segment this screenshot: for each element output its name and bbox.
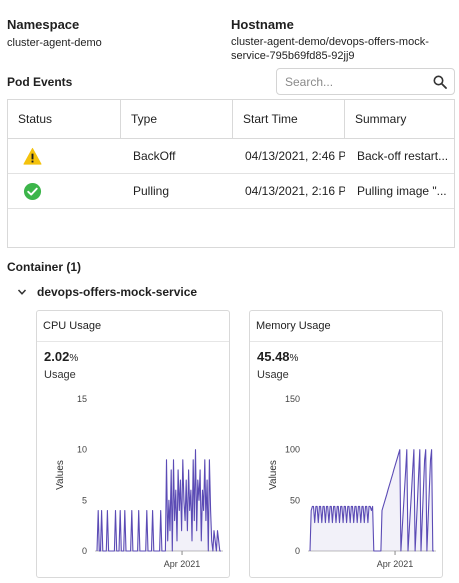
- event-type: Pulling: [133, 184, 170, 198]
- table-row[interactable]: Pulling 04/13/2021, 2:16 P Pulling image…: [8, 174, 454, 209]
- card-title: Memory Usage: [250, 311, 442, 342]
- container-section-title: Container (1): [7, 260, 82, 274]
- check-circle-icon: [23, 182, 42, 201]
- y-axis-label: Values: [268, 460, 279, 490]
- x-tick-label: Apr 2021: [377, 559, 414, 569]
- memory-usage-chart: Values 0 50 100 150 Apr 2021: [268, 394, 436, 569]
- y-axis-label: Values: [55, 460, 66, 490]
- y-tick-label: 0: [295, 546, 300, 556]
- table-row[interactable]: BackOff 04/13/2021, 2:46 P Back-off rest…: [8, 139, 454, 174]
- metric-label: Usage: [44, 369, 76, 381]
- y-tick-label: 15: [77, 394, 87, 404]
- cpu-usage-card: CPU Usage 2.02% Usage Values 0 5 10 15 Apr 20…: [36, 310, 230, 578]
- column-header-summary[interactable]: Summary: [344, 100, 454, 139]
- column-header-start-time[interactable]: Start Time: [232, 100, 344, 139]
- y-tick-label: 50: [290, 495, 300, 505]
- series-line: [96, 449, 221, 552]
- event-summary: Back-off restart...: [357, 149, 449, 163]
- y-tick-label: 150: [285, 394, 300, 404]
- series-line: [309, 449, 434, 552]
- namespace-label: Namespace: [7, 17, 80, 32]
- y-tick-label: 10: [77, 445, 87, 455]
- x-tick-label: Apr 2021: [164, 559, 201, 569]
- namespace-value: cluster-agent-demo: [7, 37, 102, 49]
- pod-events-table: Status Type Start Time Summary BackOff 0…: [7, 99, 455, 248]
- series-area: [97, 449, 221, 551]
- search-input[interactable]: [285, 73, 425, 91]
- warning-icon: [23, 147, 42, 165]
- hostname-label: Hostname: [231, 17, 294, 32]
- container-name[interactable]: devops-offers-mock-service: [37, 285, 198, 299]
- y-tick-label: 5: [82, 495, 87, 505]
- hostname-value-line2: service-795b69fd85-92jj9: [231, 50, 355, 62]
- metric-label: Usage: [257, 369, 289, 381]
- memory-usage-card: Memory Usage 45.48% Usage Values 0 50 100 15…: [249, 310, 443, 578]
- metric-value: 2.02%: [44, 349, 79, 364]
- column-header-type[interactable]: Type: [120, 100, 232, 139]
- chevron-down-icon[interactable]: [17, 287, 27, 297]
- y-tick-label: 0: [82, 546, 87, 556]
- search-box[interactable]: [276, 68, 455, 95]
- event-start-time: 04/13/2021, 2:16 P: [245, 184, 345, 198]
- event-start-time: 04/13/2021, 2:46 P: [245, 149, 345, 163]
- series-area: [310, 449, 434, 551]
- cpu-usage-chart: Values 0 5 10 15 Apr 2021: [55, 394, 223, 569]
- metric-value: 45.48%: [257, 349, 299, 364]
- event-summary: Pulling image "...: [357, 184, 447, 198]
- y-tick-label: 100: [285, 445, 300, 455]
- pod-events-title: Pod Events: [7, 75, 73, 89]
- card-title: CPU Usage: [37, 311, 229, 342]
- table-header: Status Type Start Time Summary: [8, 100, 454, 139]
- event-type: BackOff: [133, 149, 176, 163]
- hostname-value: cluster-agent-demo/devops-offers-mock- s…: [231, 35, 429, 63]
- hostname-value-line1: cluster-agent-demo/devops-offers-mock-: [231, 36, 429, 48]
- column-header-status[interactable]: Status: [18, 112, 53, 126]
- search-icon[interactable]: [433, 75, 447, 89]
